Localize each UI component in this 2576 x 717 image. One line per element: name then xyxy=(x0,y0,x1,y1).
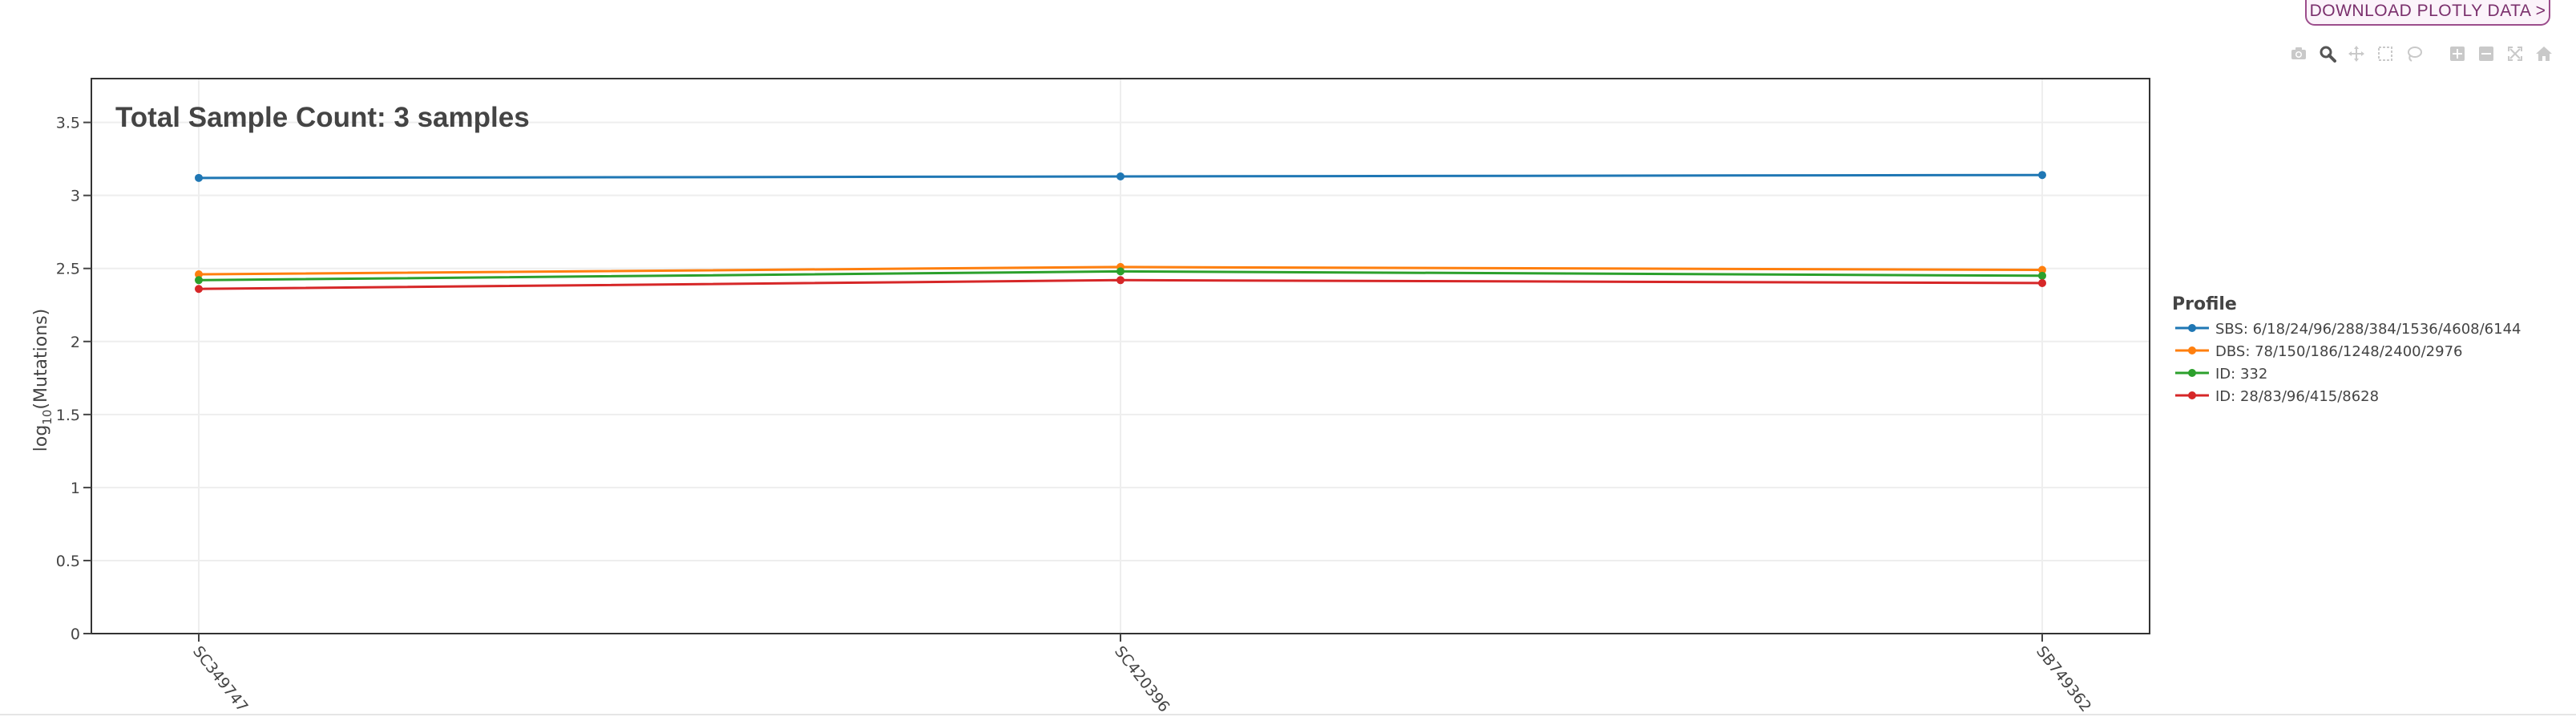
data-point[interactable] xyxy=(1116,172,1124,181)
sample-count-annotation: Total Sample Count: 3 samples xyxy=(115,102,530,133)
data-point[interactable] xyxy=(1116,276,1124,285)
legend-item[interactable]: ID: 28/83/96/415/8628 xyxy=(2175,388,2379,405)
legend: Profile SBS: 6/18/24/96/288/384/1536/460… xyxy=(2172,294,2521,405)
y-tick-label: 0.5 xyxy=(56,553,80,570)
data-point[interactable] xyxy=(1116,267,1124,276)
page-divider xyxy=(0,714,2576,715)
series-line[interactable] xyxy=(195,276,2046,294)
y-axis: 0 0.5 1 1.5 2 2.5 3 3.5 xyxy=(56,115,91,643)
y-tick-label: 2 xyxy=(71,334,80,351)
box-select-icon[interactable] xyxy=(2376,44,2395,63)
data-point[interactable] xyxy=(195,270,203,279)
legend-marker xyxy=(2188,346,2196,354)
pan-icon[interactable] xyxy=(2347,44,2366,63)
legend-marker xyxy=(2188,391,2196,399)
legend-item[interactable]: ID: 332 xyxy=(2175,366,2267,383)
legend-marker xyxy=(2188,369,2196,377)
plot-modebar xyxy=(2284,42,2558,66)
legend-label: ID: 332 xyxy=(2215,366,2267,383)
legend-label: DBS: 78/150/186/1248/2400/2976 xyxy=(2215,343,2462,360)
data-point[interactable] xyxy=(195,173,203,182)
x-axis: SC349747 SC420396 SB749362 xyxy=(189,634,2095,716)
legend-item[interactable]: SBS: 6/18/24/96/288/384/1536/4608/6144 xyxy=(2175,321,2521,338)
x-tick-label: SC349747 xyxy=(189,643,252,716)
chart-series xyxy=(195,171,2046,294)
data-point[interactable] xyxy=(2038,265,2046,274)
download-plotly-data-button[interactable]: DOWNLOAD PLOTLY DATA > xyxy=(2305,0,2550,26)
y-tick-label: 1.5 xyxy=(56,407,80,424)
y-tick-label: 1 xyxy=(71,480,80,497)
data-point[interactable] xyxy=(2038,271,2046,280)
camera-icon[interactable] xyxy=(2289,44,2308,63)
series-line[interactable] xyxy=(195,171,2046,182)
y-tick-label: 2.5 xyxy=(56,261,80,278)
y-tick-label: 3 xyxy=(71,188,80,205)
data-point[interactable] xyxy=(2038,171,2046,180)
chart-gridlines xyxy=(91,79,2150,634)
zoom-out-icon[interactable] xyxy=(2477,44,2496,63)
y-tick-label: 0 xyxy=(71,626,80,643)
y-tick-label: 3.5 xyxy=(56,115,80,132)
legend-item[interactable]: DBS: 78/150/186/1248/2400/2976 xyxy=(2175,343,2462,360)
zoom-in-icon[interactable] xyxy=(2448,44,2467,63)
series-line[interactable] xyxy=(195,267,2046,285)
zoom-icon[interactable] xyxy=(2318,44,2337,63)
y-axis-title: log10(Mutations) xyxy=(31,309,55,452)
autoscale-icon[interactable] xyxy=(2505,44,2525,63)
data-point[interactable] xyxy=(195,285,203,294)
legend-label: SBS: 6/18/24/96/288/384/1536/4608/6144 xyxy=(2215,321,2521,338)
x-tick-label: SC420396 xyxy=(1111,643,1173,716)
legend-title: Profile xyxy=(2172,294,2237,314)
legend-label: ID: 28/83/96/415/8628 xyxy=(2215,388,2379,405)
legend-marker xyxy=(2188,324,2196,332)
data-point[interactable] xyxy=(195,276,203,285)
lasso-select-icon[interactable] xyxy=(2404,44,2424,63)
x-tick-label: SB749362 xyxy=(2033,643,2094,715)
reset-axes-icon[interactable] xyxy=(2534,44,2554,63)
data-point[interactable] xyxy=(2038,278,2046,287)
